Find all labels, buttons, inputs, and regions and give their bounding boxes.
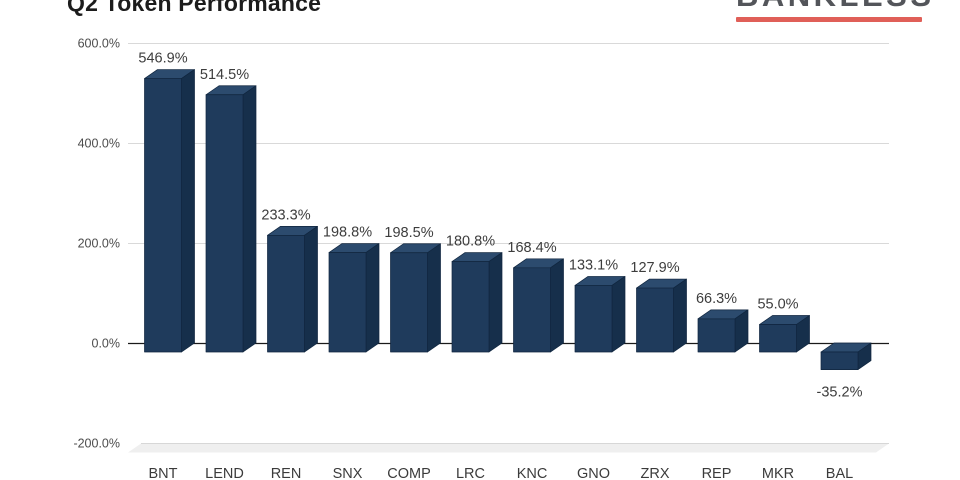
bar-front-face xyxy=(636,287,674,353)
x-axis-label: REN xyxy=(271,466,302,480)
bar-front-face xyxy=(513,267,551,353)
bar-front-face xyxy=(144,78,182,353)
bar-side-face xyxy=(550,258,564,353)
bar-side-face xyxy=(427,243,441,353)
bar-value-label: 133.1% xyxy=(569,257,618,273)
bar-value-label: -35.2% xyxy=(817,385,863,401)
x-axis-label: SNX xyxy=(333,466,363,480)
bar-value-label: 546.9% xyxy=(138,51,187,67)
bar-value-label: 55.0% xyxy=(757,297,798,313)
bankless-logo-text: BANKLESS xyxy=(736,0,935,11)
bar-front-face xyxy=(205,94,244,353)
bankless-logo-underline xyxy=(736,17,922,22)
bar-value-label: 127.9% xyxy=(630,260,679,276)
bar-front-face xyxy=(451,261,490,353)
bar-side-face xyxy=(365,243,380,353)
x-axis-label: REP xyxy=(702,466,732,480)
bar-front-face xyxy=(328,252,367,353)
x-axis-label: LEND xyxy=(205,466,244,480)
x-axis-label: GNO xyxy=(577,466,610,480)
y-axis-label: 0.0% xyxy=(92,337,121,351)
x-axis-label: LRC xyxy=(456,466,485,480)
x-axis-label: KNC xyxy=(517,466,548,480)
chart-floor xyxy=(128,443,889,453)
bar-value-label: 180.8% xyxy=(446,234,495,250)
bar-side-face xyxy=(673,278,687,353)
bar-side-face xyxy=(488,252,503,353)
bar-side-face xyxy=(181,69,195,353)
bar-value-label: 198.8% xyxy=(323,225,372,241)
bar-front-face xyxy=(820,351,859,370)
x-axis-label: BAL xyxy=(826,466,853,480)
bar-side-face xyxy=(242,85,257,353)
y-axis-label: -200.0% xyxy=(73,437,120,451)
bar-front-face xyxy=(390,252,428,353)
y-axis-label: 200.0% xyxy=(78,237,120,251)
bar-front-face xyxy=(267,235,305,353)
bar-value-label: 198.5% xyxy=(384,225,433,241)
bar-front-face xyxy=(697,318,736,353)
bar-front-face xyxy=(759,324,797,353)
x-axis-label: BNT xyxy=(149,466,178,480)
x-axis-label: MKR xyxy=(762,466,794,480)
bar-front-face xyxy=(574,285,613,353)
bar-value-label: 233.3% xyxy=(261,207,310,223)
y-axis-label: 600.0% xyxy=(78,37,120,51)
bankless-logo: BANKLESS xyxy=(735,0,935,30)
bar-value-label: 168.4% xyxy=(507,240,556,256)
x-axis-label: COMP xyxy=(387,466,431,480)
bar-side-face xyxy=(304,226,318,353)
bar-value-label: 514.5% xyxy=(200,67,249,83)
bar-side-face xyxy=(611,276,626,353)
chart-title: Q2 Token Performance xyxy=(67,0,322,16)
bar-value-label: 66.3% xyxy=(696,291,737,307)
x-axis-label: ZRX xyxy=(641,466,670,480)
y-axis-label: 400.0% xyxy=(78,137,120,151)
